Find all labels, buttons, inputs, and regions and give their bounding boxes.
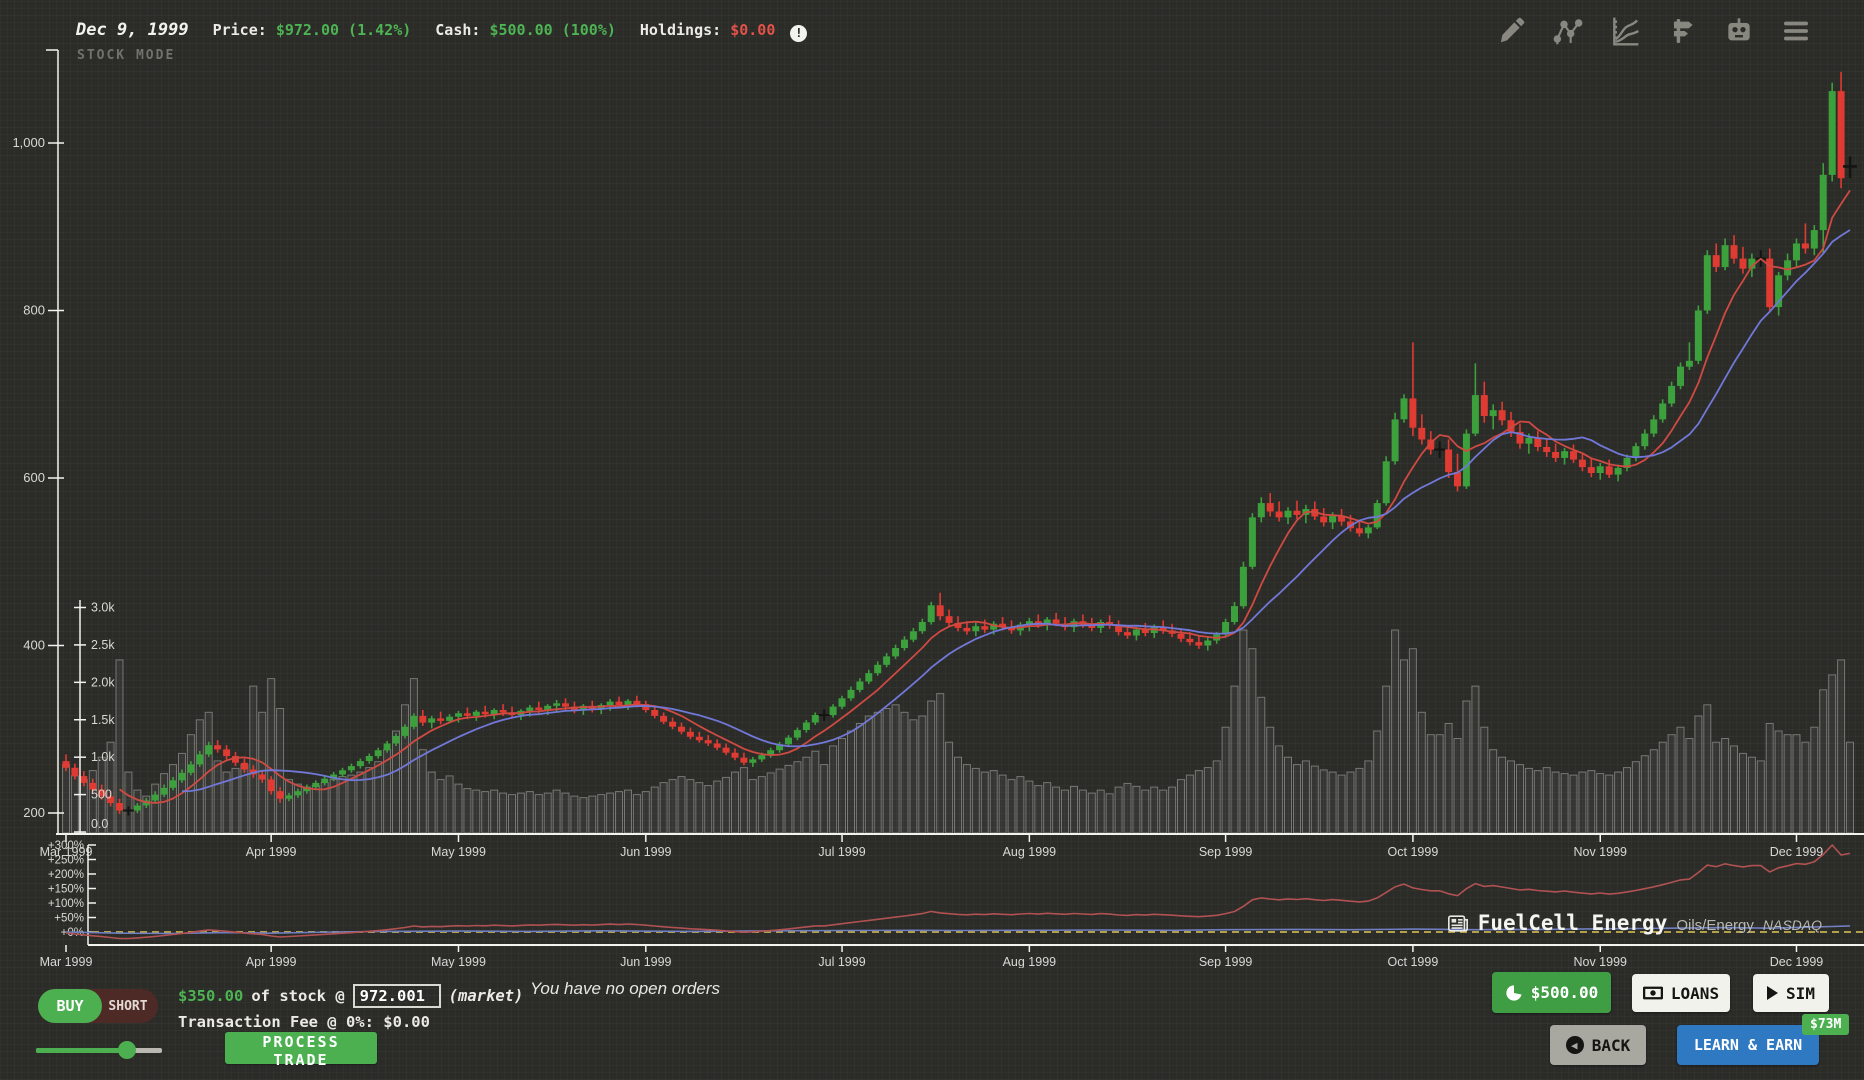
svg-text:1.0k: 1.0k [91, 750, 115, 764]
current-date: Dec 9, 1999 [76, 20, 189, 40]
svg-text:600: 600 [23, 470, 45, 485]
news-icon[interactable] [1447, 914, 1469, 933]
svg-text:Mar 1999: Mar 1999 [40, 845, 93, 859]
svg-text:3.0k: 3.0k [91, 601, 115, 615]
play-icon [1767, 986, 1779, 1000]
svg-text:Jun 1999: Jun 1999 [620, 955, 671, 968]
top-status-bar: Dec 9, 1999 Price: $972.00 (1.42%) Cash:… [76, 20, 808, 42]
svg-text:May 1999: May 1999 [431, 955, 486, 968]
bot-icon[interactable] [1723, 15, 1755, 47]
svg-text:2.5k: 2.5k [91, 638, 115, 652]
svg-text:Nov 1999: Nov 1999 [1573, 955, 1627, 968]
svg-text:Oct 1999: Oct 1999 [1388, 955, 1439, 968]
svg-text:+300%: +300% [48, 840, 84, 852]
brush-icon[interactable] [1495, 15, 1527, 47]
svg-text:Apr 1999: Apr 1999 [246, 955, 297, 968]
holdings-info-icon[interactable]: ! [790, 25, 808, 42]
volume-axis: 0.0 500 1.0k 1.5k 2.0k 2.5k 3.0k [74, 600, 115, 833]
back-arrow-icon: ◀ [1565, 1036, 1584, 1054]
svg-text:Jul 1999: Jul 1999 [818, 955, 865, 968]
svg-text:+250%: +250% [48, 855, 84, 867]
chart-toolbar [1495, 15, 1812, 47]
signpost-icon[interactable] [1666, 15, 1698, 47]
open-orders-note: You have no open orders [530, 979, 720, 998]
learn-earn-button[interactable]: LEARN & EARN [1677, 1025, 1819, 1065]
mode-label: STOCK MODE [77, 48, 176, 63]
svg-text:800: 800 [23, 303, 45, 318]
price-axis: 200 400 600 800 1,000 [12, 49, 64, 834]
svg-text:Nov 1999: Nov 1999 [1573, 845, 1627, 859]
company-label: FuelCell Energy Oils/Energy NASDAQ [1447, 911, 1822, 935]
price-value: $972.00 (1.42%) [275, 21, 412, 39]
svg-text:Aug 1999: Aug 1999 [1003, 955, 1057, 968]
svg-text:Dec 1999: Dec 1999 [1770, 955, 1824, 968]
svg-text:1.5k: 1.5k [91, 713, 115, 727]
svg-text:500: 500 [91, 788, 112, 802]
short-button[interactable]: SHORT [108, 998, 148, 1014]
svg-text:Dec 1999: Dec 1999 [1770, 845, 1824, 859]
candles [62, 71, 1857, 816]
stock-percent-line [65, 843, 1851, 940]
svg-text:1,000: 1,000 [12, 135, 45, 150]
svg-text:2.0k: 2.0k [91, 675, 115, 689]
pie-chart-icon [1506, 983, 1523, 1001]
price-chart[interactable]: 200 400 600 800 1,000 0.0 500 1.0k 1.5k 2.0k 2.5k 3… [0, 0, 1864, 968]
indicators-icon[interactable] [1609, 15, 1641, 47]
benchmark-line [65, 925, 1851, 935]
svg-text:+200%: +200% [48, 869, 84, 881]
svg-text:Aug 1999: Aug 1999 [1003, 845, 1057, 859]
cash-readout: Cash: $500.00 (100%) [435, 21, 616, 39]
svg-text:Jun 1999: Jun 1999 [620, 845, 671, 859]
amount-slider[interactable] [36, 1041, 162, 1059]
svg-text:Jul 1999: Jul 1999 [818, 845, 865, 859]
shares-icon[interactable] [1552, 15, 1584, 47]
buy-short-toggle[interactable]: BUY SHORT [38, 989, 158, 1023]
price-readout: Price: $972.00 (1.42%) [212, 21, 412, 39]
reward-badge: $73M [1802, 1014, 1850, 1035]
company-exchange: NASDAQ [1762, 917, 1822, 933]
svg-text:0.0: 0.0 [91, 817, 108, 831]
svg-text:Sep 1999: Sep 1999 [1199, 955, 1253, 968]
menu-icon[interactable] [1780, 15, 1812, 47]
trade-of-stock: of stock @ [251, 987, 345, 1005]
svg-text:Apr 1999: Apr 1999 [246, 845, 297, 859]
percent-axis: +300%+250%+200%+150%+100%+50%+0%Mar 1999… [40, 840, 1864, 968]
svg-text:+150%: +150% [48, 884, 84, 896]
cash-value: $500.00 (100%) [489, 21, 616, 39]
time-axis: Mar 1999 Apr 1999 May 1999 Jun 1999 Jul 1999… [40, 833, 1864, 859]
holdings-readout: Holdings: $0.00 ! [640, 21, 808, 42]
limit-price-input[interactable] [352, 984, 441, 1008]
volume-bars [62, 629, 1854, 834]
ma-slow-line [181, 229, 1851, 793]
svg-text:200: 200 [23, 805, 45, 820]
portfolio-cash-button[interactable]: $500.00 [1492, 972, 1611, 1013]
back-button[interactable]: ◀ BACK [1550, 1025, 1646, 1065]
svg-text:May 1999: May 1999 [431, 845, 486, 859]
svg-text:+100%: +100% [48, 898, 84, 910]
svg-text:Mar 1999: Mar 1999 [40, 955, 93, 968]
company-name: FuelCell Energy [1477, 911, 1668, 935]
fee-line: Transaction Fee @ 0%: $0.00 [178, 1013, 430, 1031]
slider-fill [36, 1048, 127, 1053]
process-trade-button[interactable]: PROCESS TRADE [225, 1032, 377, 1069]
slider-thumb[interactable] [117, 1041, 136, 1059]
ma-fast-line [118, 189, 1851, 804]
market-label: (market) [448, 987, 524, 1005]
svg-text:Oct 1999: Oct 1999 [1388, 845, 1439, 859]
holdings-value: $0.00 [730, 21, 776, 39]
company-sector: Oils/Energy [1676, 917, 1754, 934]
trade-summary: $350.00 of stock @ (market) Transaction … [178, 984, 523, 1031]
svg-text:+50%: +50% [54, 913, 84, 925]
banknote-icon [1642, 986, 1663, 1000]
sim-button[interactable]: SIM [1753, 974, 1829, 1012]
trade-amount: $350.00 [178, 987, 244, 1005]
svg-text:400: 400 [23, 638, 45, 653]
svg-text:Sep 1999: Sep 1999 [1199, 845, 1253, 859]
loans-button[interactable]: LOANS [1632, 974, 1730, 1012]
buy-button[interactable]: BUY [38, 989, 102, 1023]
